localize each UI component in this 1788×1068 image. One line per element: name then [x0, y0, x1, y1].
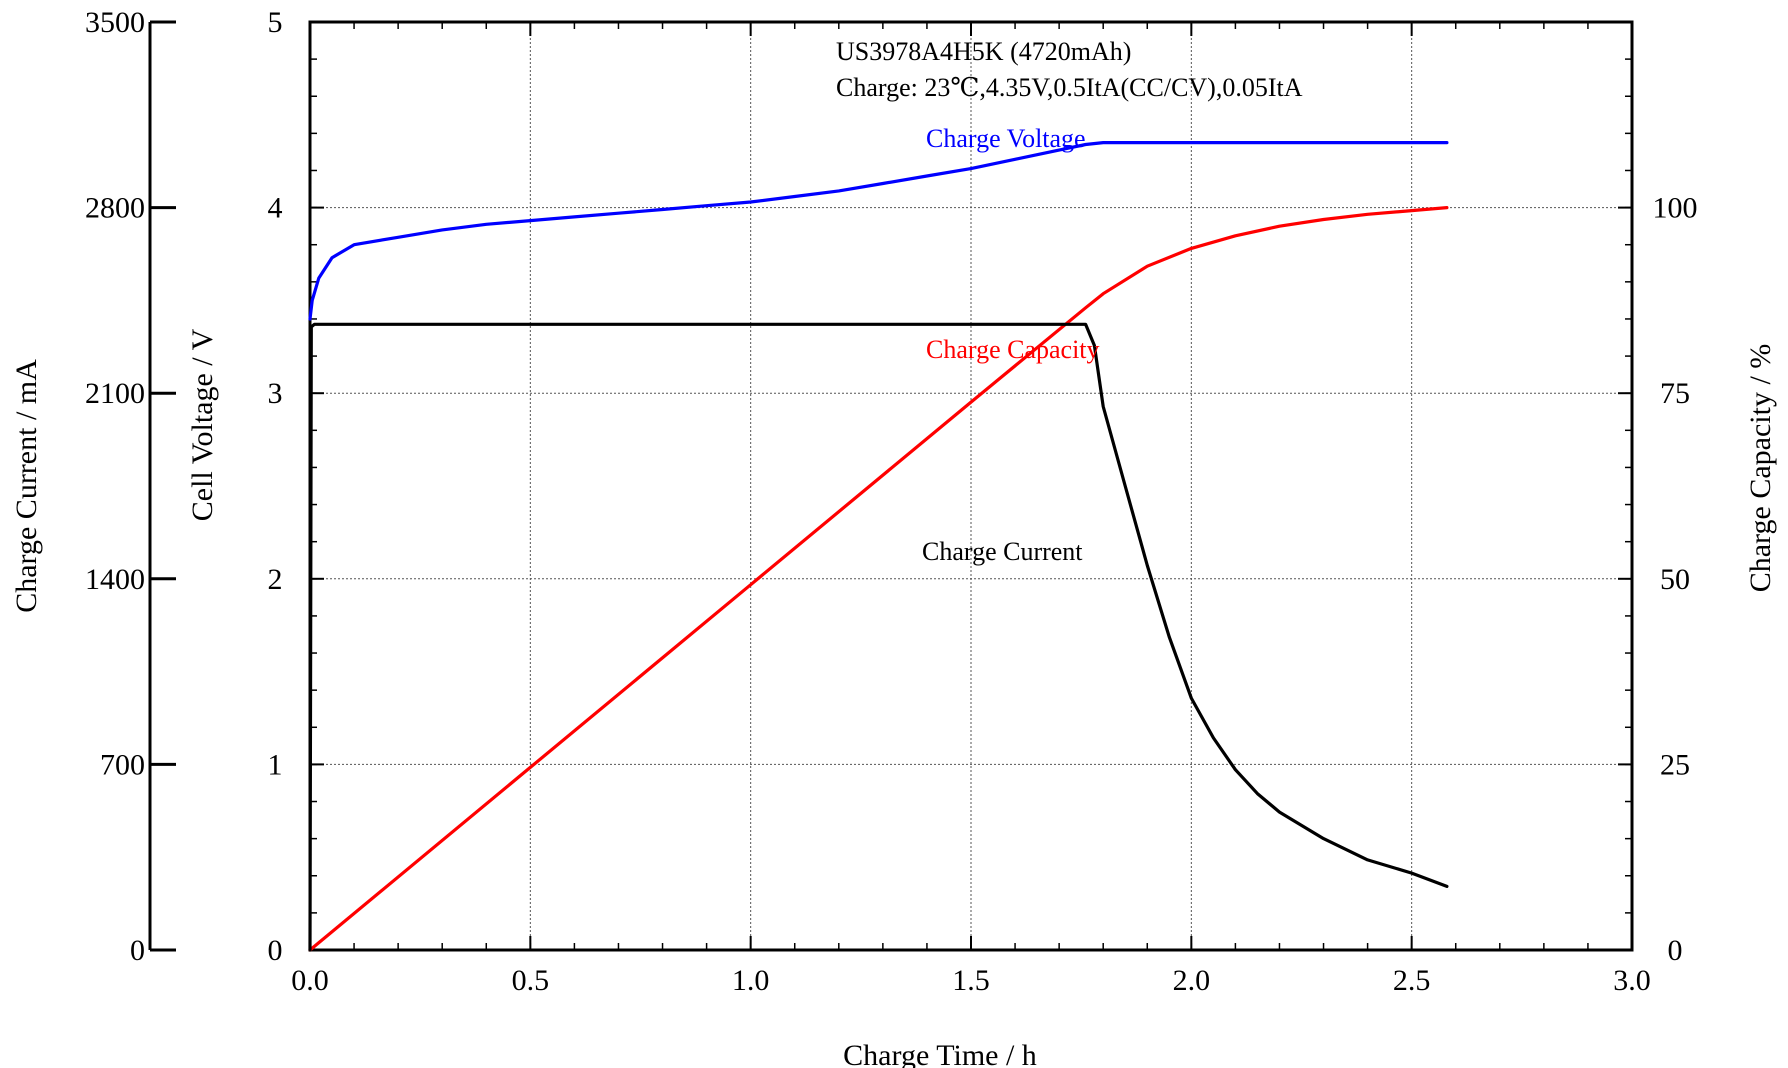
- current-tick-label: 700: [100, 748, 145, 781]
- series-label-charge-capacity: Charge Capacity: [926, 335, 1100, 364]
- voltage-tick-label: 2: [268, 563, 283, 596]
- voltage-tick-label: 5: [268, 6, 283, 39]
- tick-marks: [150, 20, 1633, 952]
- x-tick-label: 3.0: [1613, 964, 1651, 997]
- x-tick-label: 1.5: [952, 964, 990, 997]
- current-tick-label: 2100: [85, 377, 145, 410]
- current-tick-label: 0: [130, 934, 145, 967]
- x-tick-label: 0.0: [291, 964, 329, 997]
- current-tick-label: 1400: [85, 563, 145, 596]
- annotation-charge-conditions: Charge: 23℃,4.35V,0.5ItA(CC/CV),0.05ItA: [836, 73, 1303, 102]
- voltage-tick-label: 4: [268, 192, 283, 225]
- x-axis-title: Charge Time / h: [843, 1039, 1037, 1068]
- capacity-tick-label: 50: [1660, 563, 1690, 596]
- x-tick-label: 2.5: [1393, 964, 1431, 997]
- series-line-charge-current: [308, 322, 1449, 952]
- current-tick-label: 2800: [85, 192, 145, 225]
- series-line-charge-capacity: [308, 206, 1449, 952]
- capacity-tick-label: 100: [1653, 192, 1698, 225]
- series-label-charge-current: Charge Current: [922, 537, 1083, 566]
- voltage-tick-label: 1: [268, 748, 283, 781]
- capacity-axis-title: Charge Capacity / %: [1744, 344, 1777, 593]
- x-tick-label: 1.0: [732, 964, 770, 997]
- series-label-charge-voltage: Charge Voltage: [926, 124, 1086, 153]
- x-tick-label: 0.5: [512, 964, 550, 997]
- voltage-tick-label: 3: [268, 377, 283, 410]
- current-axis-title: Charge Current / mA: [10, 359, 43, 613]
- tick-labels: 0.0 0.5 1.0 1.5 2.0 2.5 3.00123450700140021002…: [85, 6, 1698, 997]
- current-tick-label: 3500: [85, 6, 145, 39]
- capacity-tick-label: 0: [1668, 934, 1683, 967]
- grid-lines: [310, 22, 1632, 950]
- series-lines: [308, 141, 1449, 952]
- annotation-cell-model: US3978A4H5K (4720mAh): [836, 37, 1131, 66]
- x-tick-label: 2.0: [1173, 964, 1211, 997]
- voltage-tick-label: 0: [268, 934, 283, 967]
- voltage-axis-title: Cell Voltage / V: [186, 328, 219, 521]
- capacity-tick-label: 25: [1660, 748, 1690, 781]
- capacity-tick-label: 75: [1660, 377, 1690, 410]
- series-line-charge-voltage: [308, 141, 1449, 321]
